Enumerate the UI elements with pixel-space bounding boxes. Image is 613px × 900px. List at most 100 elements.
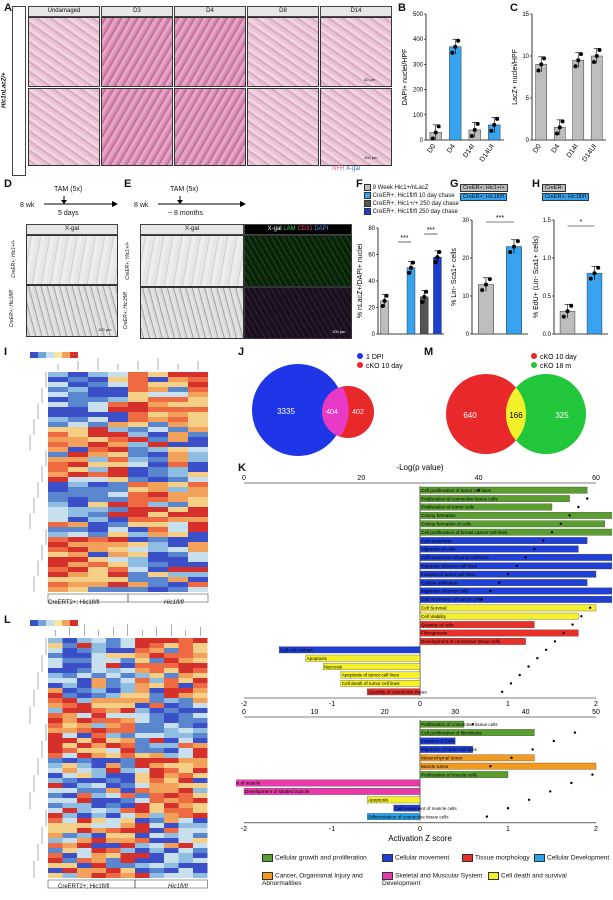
heatmap-cell — [77, 863, 92, 868]
heatmap-cell — [48, 753, 63, 758]
heatmap-cell — [106, 643, 121, 648]
heatmap-cell — [149, 738, 164, 743]
data-point — [591, 60, 596, 65]
heatmap-cell — [62, 818, 77, 823]
k-term: Formation of muscle — [236, 781, 261, 786]
heatmap-cell — [120, 718, 135, 723]
axis-label: Activation Z score — [388, 834, 452, 843]
heatmap-cell — [108, 482, 128, 487]
heatmap-cell — [120, 658, 135, 663]
k-term: Necrosis — [324, 664, 343, 669]
heatmap-cell — [120, 748, 135, 753]
heatmap-cell — [48, 572, 68, 577]
heatmap-cell — [62, 708, 77, 713]
heatmap-cell — [62, 823, 77, 828]
heatmap-cell — [106, 698, 121, 703]
venn-legend: cKO 18 m — [540, 363, 571, 370]
heatmap-cell — [108, 432, 128, 437]
heatmap-cell — [135, 698, 150, 703]
heatmap-cell — [135, 653, 150, 658]
heatmap-cell — [135, 868, 150, 873]
heatmap-cell — [149, 818, 164, 823]
heatmap-cell — [164, 768, 179, 773]
heatmap-cell — [120, 638, 135, 643]
heatmap-cell — [108, 532, 128, 537]
heatmap-cell — [108, 467, 128, 472]
heatmap-cell — [62, 788, 77, 793]
heatmap-cell — [48, 743, 63, 748]
heatmap-cell — [188, 422, 208, 427]
heatmap-cell — [168, 512, 188, 517]
heatmap-cell — [77, 728, 92, 733]
heatmap-cell — [62, 643, 77, 648]
heatmap-cell — [135, 673, 150, 678]
heatmap-cell — [178, 823, 193, 828]
heatmap-cell — [48, 387, 68, 392]
heatmap-cell — [108, 552, 128, 557]
y-tick-label: 0.0 — [543, 332, 552, 338]
heatmap-cell — [178, 733, 193, 738]
heatmap-cell — [193, 673, 208, 678]
heatmap-cell — [193, 663, 208, 668]
panel-m-venn: 640 166 325 cKO 10 day cKO 18 m — [446, 353, 586, 454]
heatmap-cell — [188, 457, 208, 462]
heatmap-cell — [188, 497, 208, 502]
heatmap-cell — [120, 818, 135, 823]
tick-label: 30 — [451, 709, 459, 716]
bar — [535, 64, 548, 141]
heatmap-cell — [48, 683, 63, 688]
data-point — [469, 133, 474, 138]
heatmap-cell — [178, 778, 193, 783]
heatmap-cell — [48, 402, 68, 407]
k-legend-item: Cellular growth and proliferation — [262, 854, 377, 862]
heatmap-cell — [88, 507, 108, 512]
data-point — [407, 270, 412, 275]
heatmap-cell — [91, 858, 106, 863]
color-key — [38, 620, 46, 626]
k-bar — [419, 528, 612, 536]
heatmap-cell — [164, 863, 179, 868]
heatmap-cell — [193, 713, 208, 718]
heatmap-cell — [106, 798, 121, 803]
heatmap-cell — [193, 678, 208, 683]
panel-k-legend: Cellular growth and proliferation Cellula… — [262, 854, 612, 898]
data-point — [597, 47, 602, 52]
heatmap-cell — [178, 843, 193, 848]
heatmap-cell — [91, 753, 106, 758]
heatmap-cell — [77, 778, 92, 783]
heatmap-cell — [128, 412, 148, 417]
heatmap-cell — [106, 733, 121, 738]
group-label: CreERT2+; Hic1fl/fl — [58, 884, 110, 890]
heatmap-cell — [68, 477, 88, 482]
heatmap-cell — [77, 783, 92, 788]
k-bar — [279, 646, 421, 654]
panel-label-b: B — [398, 2, 406, 14]
k-bar — [419, 629, 579, 637]
heatmap-cell — [168, 377, 188, 382]
venn-count: 166 — [509, 411, 523, 420]
heatmap-cell — [62, 723, 77, 728]
heatmap-cell — [128, 392, 148, 397]
heatmap-cell — [62, 753, 77, 758]
heatmap-cell — [149, 853, 164, 858]
heatmap-cell — [193, 793, 208, 798]
heatmap-cell — [148, 502, 168, 507]
heatmap-cell — [68, 512, 88, 517]
k-pvalue-dot — [524, 556, 527, 559]
heatmap-cell — [164, 873, 179, 878]
heatmap-cell — [178, 693, 193, 698]
heatmap-cell — [91, 783, 106, 788]
heatmap-cell — [188, 552, 208, 557]
heatmap-cell — [106, 793, 121, 798]
heatmap-cell — [164, 728, 179, 733]
heatmap-cell — [188, 462, 208, 467]
k-pvalue-dot — [586, 497, 589, 500]
heatmap-cell — [48, 527, 68, 532]
heatmap-cell — [77, 758, 92, 763]
heatmap-cell — [88, 457, 108, 462]
data-point — [410, 260, 415, 265]
heatmap-cell — [148, 537, 168, 542]
heatmap-cell — [108, 437, 128, 442]
heatmap-cell — [178, 748, 193, 753]
heatmap-cell — [68, 487, 88, 492]
